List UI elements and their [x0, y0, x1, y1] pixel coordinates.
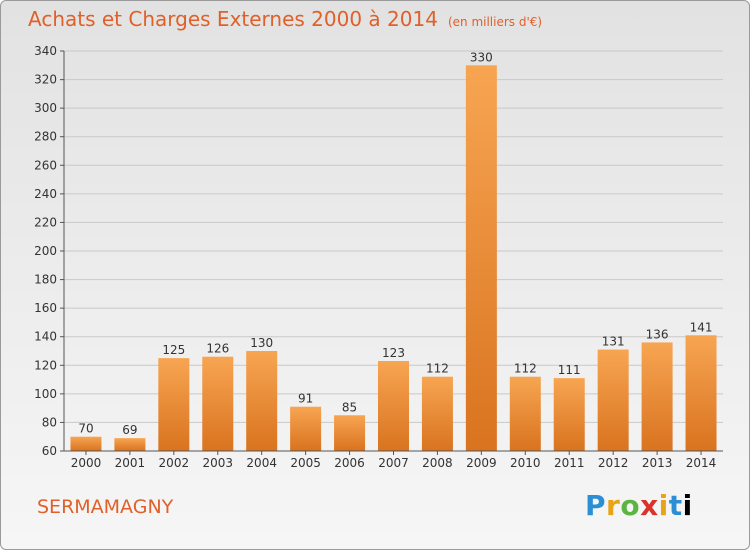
- bar: [70, 436, 102, 451]
- chart-title: Achats et Charges Externes 2000 à 2014 (e…: [28, 7, 542, 31]
- x-tick-label: 2003: [202, 456, 233, 470]
- data-labels: 70 69 125 126 130 91 85 123 112 330 112 111 131 136 14…: [78, 50, 712, 437]
- data-label: 131: [602, 335, 625, 349]
- data-label: 70: [78, 422, 93, 436]
- bar: [641, 342, 673, 451]
- y-tick-label: 220: [34, 215, 57, 229]
- x-tick-label: 2005: [290, 456, 321, 470]
- x-axis: 2000 2001 2002 2003 2004 2005 2006 2007 2008 2009…: [64, 450, 723, 470]
- y-tick-label: 260: [34, 158, 57, 172]
- data-label: 111: [558, 363, 581, 377]
- y-tick-label: 100: [34, 387, 57, 401]
- x-tick-label: 2012: [598, 456, 629, 470]
- data-label: 69: [122, 423, 137, 437]
- y-tick-label: 120: [34, 358, 57, 372]
- y-tick-label: 200: [34, 244, 57, 258]
- y-tick-label: 300: [34, 101, 57, 115]
- y-tick-label: 140: [34, 330, 57, 344]
- y-tick-label: 80: [42, 415, 57, 429]
- data-label: 123: [382, 346, 405, 360]
- data-label: 112: [426, 362, 449, 376]
- y-tick-label: 60: [42, 444, 57, 458]
- y-tick-label: 320: [34, 73, 57, 87]
- data-label: 136: [646, 327, 669, 341]
- data-label: 141: [690, 320, 713, 334]
- x-tick-label: 2009: [466, 456, 497, 470]
- data-label: 330: [470, 50, 493, 64]
- bar: [553, 378, 585, 451]
- bar: [685, 335, 717, 451]
- y-axis: 60 80 100 120 140 160 180 200 220 240 260 280 300 320…: [34, 44, 65, 458]
- y-tick-label: 340: [34, 44, 57, 58]
- bar: [378, 361, 409, 451]
- x-tick-label: 2007: [378, 456, 409, 470]
- bar: [246, 351, 278, 451]
- town-name: SERMAMAGNY: [37, 496, 174, 518]
- data-label: 112: [514, 362, 537, 376]
- x-tick-label: 2010: [510, 456, 541, 470]
- y-tick-label: 280: [34, 130, 57, 144]
- data-label: 85: [342, 400, 357, 414]
- x-tick-label: 2000: [71, 456, 102, 470]
- x-tick-label: 2002: [159, 456, 190, 470]
- y-tick-label: 240: [34, 187, 57, 201]
- bar: [421, 376, 453, 451]
- bar: [202, 356, 234, 451]
- bar: [334, 415, 366, 451]
- bar: [597, 349, 629, 451]
- x-tick-label: 2011: [554, 456, 585, 470]
- x-tick-label: 2006: [334, 456, 365, 470]
- x-tick-label: 2004: [246, 456, 277, 470]
- title-text: Achats et Charges Externes 2000 à 2014: [28, 7, 438, 31]
- bars: [70, 65, 717, 452]
- bar: [114, 438, 146, 451]
- bar: [465, 65, 497, 452]
- data-label: 91: [298, 392, 313, 406]
- unit-note: (en milliers d'€): [447, 15, 543, 29]
- data-label: 125: [162, 343, 185, 357]
- y-tick-label: 180: [34, 273, 57, 287]
- x-tick-label: 2001: [115, 456, 146, 470]
- x-tick-label: 2013: [642, 456, 673, 470]
- proxiti-logo: Proxiti: [585, 489, 693, 522]
- bar: [509, 376, 541, 451]
- bar: [290, 406, 322, 451]
- data-label: 126: [206, 342, 229, 356]
- data-label: 130: [250, 336, 273, 350]
- x-tick-label: 2008: [422, 456, 453, 470]
- bar: [158, 358, 190, 451]
- y-tick-label: 160: [34, 301, 57, 315]
- x-tick-label: 2014: [686, 456, 717, 470]
